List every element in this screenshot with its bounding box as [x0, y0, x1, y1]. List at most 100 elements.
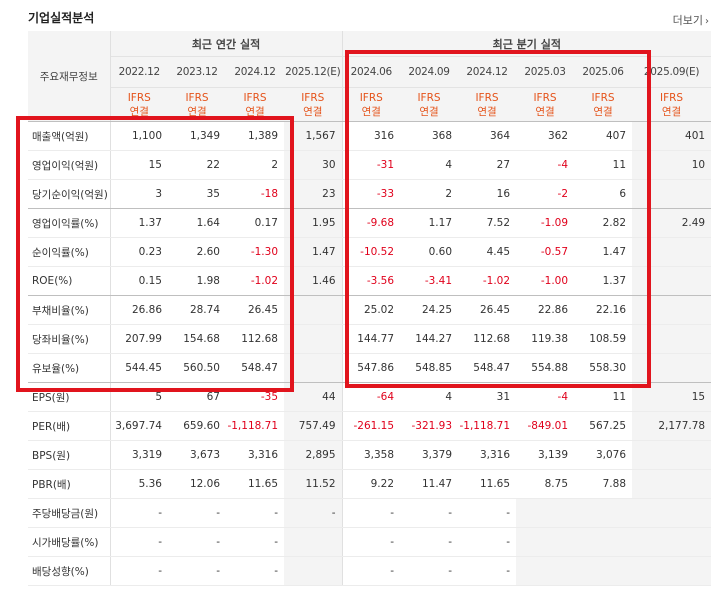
more-link[interactable]: 더보기 ›	[673, 12, 709, 28]
table-cell: 108.59	[574, 324, 633, 354]
table-cell: 560.50	[168, 353, 226, 383]
table-cell: 1.17	[400, 208, 459, 238]
table-cell: 3,673	[168, 440, 226, 470]
table-cell: 5	[110, 382, 168, 412]
table-cell	[632, 440, 712, 470]
row-label: 당기순이익(억원)	[28, 179, 111, 209]
table-cell: -	[168, 527, 226, 557]
table-cell: 1,349	[168, 121, 226, 151]
table-cell: 112.68	[226, 324, 284, 354]
table-cell: 112.68	[458, 324, 517, 354]
table-cell: 547.86	[341, 353, 401, 383]
table-cell: -	[458, 556, 517, 586]
table-row: 주당배당금(원) - - - - - - -	[28, 498, 712, 528]
table-cell: 9.22	[341, 469, 401, 499]
table-cell: -33	[341, 179, 401, 209]
table-cell: -4	[516, 382, 575, 412]
table-cell: 144.27	[400, 324, 459, 354]
row-label: PBR(배)	[28, 469, 111, 499]
table-cell: 0.15	[110, 266, 168, 296]
table-cell: 25.02	[341, 295, 401, 325]
basis-header: IFRS 연결	[284, 87, 343, 122]
table-cell: 27	[458, 150, 517, 180]
table-cell	[632, 266, 712, 296]
basis-scope: 연결	[129, 105, 149, 118]
table-cell: 2	[226, 150, 284, 180]
basis-standard: IFRS	[591, 91, 615, 104]
basis-header: IFRS 연결	[574, 87, 633, 122]
table-cell: 22	[168, 150, 226, 180]
table-cell: 11.65	[458, 469, 517, 499]
table-cell: 1.37	[574, 266, 633, 296]
basis-header: IFRS 연결	[226, 87, 284, 122]
table-cell: 11.52	[284, 469, 343, 499]
table-cell: 0.23	[110, 237, 168, 267]
table-cell	[284, 556, 343, 586]
basis-header: IFRS 연결	[168, 87, 226, 122]
table-row: 매출액(억원) 1,100 1,349 1,389 1,567 316 368 364 362 4…	[28, 121, 712, 151]
basis-standard: IFRS	[243, 91, 267, 104]
table-cell: 5.36	[110, 469, 168, 499]
table-cell: 659.60	[168, 411, 226, 441]
table-cell: -	[458, 527, 517, 557]
table-cell	[284, 324, 343, 354]
table-cell	[632, 498, 712, 528]
table-cell: 44	[284, 382, 343, 412]
table-cell: -	[458, 498, 517, 528]
table-cell: 1.47	[284, 237, 343, 267]
table-row: PBR(배) 5.36 12.06 11.65 11.52 9.22 11.47 11.65 8…	[28, 469, 712, 499]
table-cell: 30	[284, 150, 343, 180]
table-cell: 11	[574, 150, 633, 180]
table-cell: 3,139	[516, 440, 575, 470]
table-cell: 3,316	[226, 440, 284, 470]
table-row: 영업이익률(%) 1.37 1.64 0.17 1.95 -9.68 1.17 7.52 -1.…	[28, 208, 712, 238]
table-cell: -	[168, 556, 226, 586]
table-cell: 548.47	[458, 353, 517, 383]
basis-standard: IFRS	[127, 91, 151, 104]
table-cell: 2.49	[632, 208, 712, 238]
table-cell: -	[226, 556, 284, 586]
table-cell: 364	[458, 121, 517, 151]
table-cell: -64	[341, 382, 401, 412]
period-header: 2025.06	[574, 56, 633, 88]
table-cell: 1,389	[226, 121, 284, 151]
table-cell: 207.99	[110, 324, 168, 354]
table-cell: 2,895	[284, 440, 343, 470]
basis-standard: IFRS	[359, 91, 383, 104]
table-cell: 7.52	[458, 208, 517, 238]
table-row: EPS(원) 5 67 -35 44 -64 4 31 -4 11 15	[28, 382, 712, 412]
basis-scope: 연결	[535, 105, 555, 118]
label-column-header: 주요재무정보	[28, 31, 111, 122]
table-row: 유보율(%) 544.45 560.50 548.47 547.86 548.85 548.…	[28, 353, 712, 383]
table-cell: 24.25	[400, 295, 459, 325]
table-cell: 15	[632, 382, 712, 412]
table-cell: 3	[110, 179, 168, 209]
period-header: 2025.09(E)	[632, 56, 712, 88]
table-cell: 567.25	[574, 411, 633, 441]
table-cell: 10	[632, 150, 712, 180]
table-cell: -4	[516, 150, 575, 180]
table-cell: 757.49	[284, 411, 343, 441]
table-cell: 0.60	[400, 237, 459, 267]
table-cell: 4	[400, 382, 459, 412]
table-cell	[632, 353, 712, 383]
table-cell: 1,567	[284, 121, 343, 151]
table-cell: -	[168, 498, 226, 528]
table-cell: -	[110, 527, 168, 557]
basis-standard: IFRS	[301, 91, 325, 104]
basis-scope: 연결	[593, 105, 613, 118]
table-cell: 2,177.78	[632, 411, 712, 441]
table-cell: -2	[516, 179, 575, 209]
table-cell: -	[226, 527, 284, 557]
table-cell: -1.02	[226, 266, 284, 296]
basis-header: IFRS 연결	[632, 87, 712, 122]
table-cell: 368	[400, 121, 459, 151]
table-cell	[632, 295, 712, 325]
basis-scope: 연결	[303, 105, 323, 118]
table-cell: 7.88	[574, 469, 633, 499]
table-cell: 119.38	[516, 324, 575, 354]
row-label: 당좌비율(%)	[28, 324, 111, 354]
table-cell: 548.47	[226, 353, 284, 383]
table-cell: -0.57	[516, 237, 575, 267]
table-cell	[632, 527, 712, 557]
